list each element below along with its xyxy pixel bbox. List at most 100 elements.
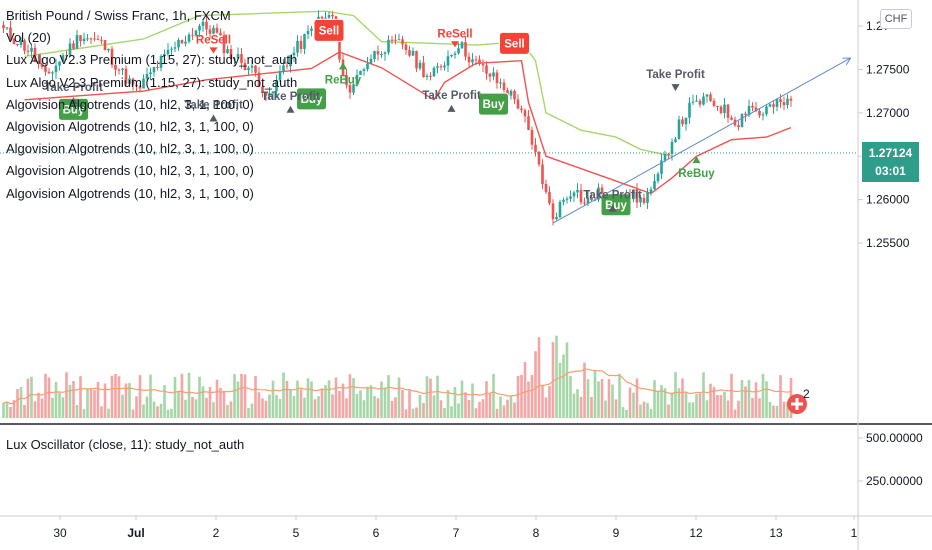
volume-bar	[348, 374, 352, 418]
volume-bar	[173, 377, 177, 418]
candle-body	[187, 34, 191, 42]
candle-body	[583, 202, 586, 204]
rebuy-arrow-icon	[339, 62, 347, 70]
time-tick-label: 9	[613, 526, 620, 540]
candle-body	[761, 114, 765, 116]
legend-line-1[interactable]: Vol (20)	[6, 30, 51, 46]
volume-bar	[317, 396, 320, 418]
volume-bar	[387, 375, 390, 418]
candle-body	[726, 104, 730, 118]
volume-bar	[555, 335, 558, 418]
candle-body	[723, 104, 726, 114]
volume-bar	[47, 377, 51, 418]
candle-body	[173, 47, 177, 49]
legend-line-4[interactable]: Algovision Algotrends (10, hl2, 3, 1, 10…	[6, 96, 254, 112]
volume-bar	[86, 388, 89, 418]
candle-body	[348, 85, 352, 93]
legend-line-8[interactable]: Algovision Algotrends (10, hl2, 3, 1, 10…	[6, 185, 254, 201]
candle-body	[166, 49, 170, 55]
volume-bar	[597, 381, 600, 418]
candle-body	[68, 43, 72, 56]
volume-bar	[12, 400, 16, 418]
volume-bar	[296, 380, 299, 418]
volume-bar	[558, 362, 562, 418]
volume-bar	[23, 404, 26, 418]
volume-bar	[264, 400, 268, 418]
candle-body	[457, 48, 460, 54]
volume-bar	[782, 401, 786, 418]
volume-bar	[418, 395, 422, 418]
volume-bar	[576, 389, 579, 418]
volume-bar	[474, 408, 478, 418]
volume-bar	[16, 389, 19, 418]
volume-bar	[649, 409, 653, 418]
volume-bar	[464, 392, 467, 418]
volume-bar	[551, 342, 555, 418]
volume-bar	[471, 383, 474, 418]
volume-bar	[145, 396, 149, 418]
candle-body	[415, 51, 418, 69]
candle-body	[765, 106, 768, 115]
volume-bar	[121, 394, 124, 418]
candle-body	[226, 49, 229, 54]
last-price-label: 1.27124 03:01	[862, 142, 919, 182]
volume-bar	[586, 379, 590, 418]
volume-bar	[65, 372, 68, 418]
volume-bar	[583, 362, 586, 418]
alert-badge[interactable]: 2	[787, 387, 810, 414]
volume-bar	[180, 373, 184, 418]
candle-body	[54, 65, 58, 73]
candle-body	[345, 75, 348, 86]
volume-bar	[432, 395, 436, 418]
candle-body	[310, 28, 313, 31]
oscillator-axis[interactable]: 500.00000 250.00000	[858, 431, 923, 488]
volume-bar	[436, 375, 439, 418]
volume-bar	[660, 385, 663, 418]
legend-line-5[interactable]: Algovision Algotrends (10, hl2, 3, 1, 10…	[6, 119, 254, 135]
candle-body	[548, 191, 551, 204]
candle-body	[534, 144, 537, 152]
oscillator-legend[interactable]: Lux Oscillator (close, 11): study_not_au…	[6, 437, 245, 452]
currency-button[interactable]: CHF	[880, 9, 912, 29]
volume-bar	[177, 391, 180, 418]
legend-line-6[interactable]: Algovision Algotrends (10, hl2, 3, 1, 10…	[6, 141, 254, 157]
time-tick-label: 6	[373, 526, 380, 540]
volume-bar	[226, 404, 229, 418]
candle-body	[44, 66, 47, 72]
volume-bar	[282, 372, 285, 418]
volume-bar	[369, 385, 373, 418]
candle-body	[485, 65, 488, 74]
rebuy-signal-label: ReBuy	[325, 74, 362, 86]
candle-body	[247, 67, 250, 71]
volume-bar	[198, 376, 201, 418]
volume-bar	[754, 382, 758, 418]
volume-bar	[730, 373, 733, 418]
legend-line-3[interactable]: Lux Algo V2.3 Premium (1.15, 27): study_…	[6, 74, 298, 90]
candle-body	[530, 129, 534, 145]
volume-bar	[688, 402, 691, 418]
sell-signal-box	[499, 31, 530, 55]
volume-bar	[338, 390, 341, 418]
candle-body	[124, 68, 128, 84]
price-tick-label: 1.26000	[866, 193, 910, 207]
candle-body	[72, 43, 75, 49]
volume-bar	[443, 408, 446, 418]
legend-line-7[interactable]: Algovision Algotrends (10, hl2, 3, 1, 10…	[6, 163, 254, 179]
time-axis[interactable]: 30 Jul 2 5 6 7 8 9 12 13 1	[53, 516, 858, 540]
volume-bar	[674, 372, 677, 418]
candle-body	[569, 196, 572, 199]
volume-ma-line	[3, 368, 792, 405]
candle-body	[663, 153, 667, 161]
volume-bar	[481, 399, 485, 418]
legend-symbol[interactable]: British Pound / Swiss Franc, 1h, FXCM	[6, 8, 231, 23]
candle-body	[516, 99, 520, 109]
volume-bar	[618, 373, 621, 418]
legend-line-2[interactable]: Lux Algo V2.3 Premium (1.15, 27): study_…	[6, 52, 298, 68]
candle-body	[432, 67, 436, 77]
volume-bar	[653, 380, 656, 418]
volume-bar	[534, 351, 537, 418]
candle-body	[460, 42, 464, 49]
candle-body	[544, 184, 548, 192]
volume-bar	[37, 392, 40, 418]
